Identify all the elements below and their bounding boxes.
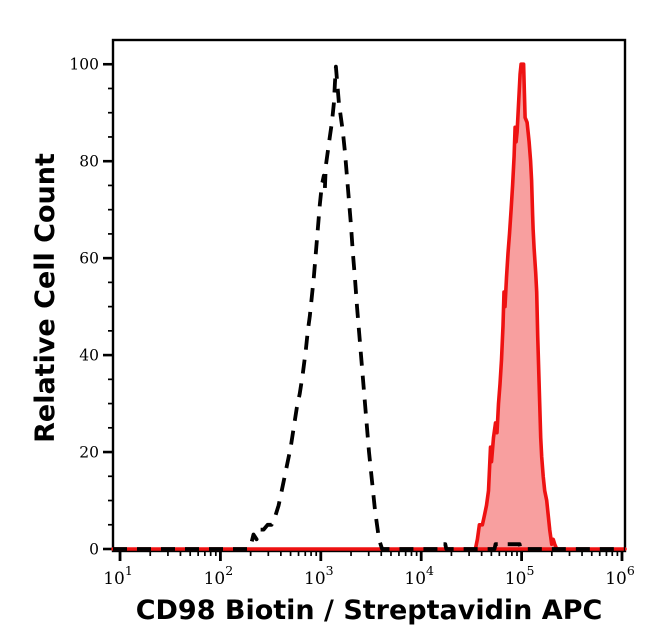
x-tick-label: 105 [505,563,535,589]
y-tick-label: 0 [89,541,99,559]
x-axis-title: CD98 Biotin / Streptavidin APC [135,595,603,626]
control-histogram-curve [113,64,625,551]
x-tick-label: 101 [103,563,133,589]
y-tick-label: 80 [79,153,99,171]
y-tick-label: 40 [79,347,99,365]
plot-border [111,38,627,553]
x-tick-label: 103 [304,563,334,589]
x-tick-label: 104 [404,563,434,589]
y-tick-label: 60 [79,250,99,268]
y-axis-title: Relative Cell Count [30,153,62,443]
x-tick-label: 102 [204,563,234,589]
y-tick-label: 20 [79,444,99,462]
y-tick-label: 100 [69,56,99,74]
x-tick-label: 106 [605,563,635,589]
stained-histogram-curve [111,62,627,551]
